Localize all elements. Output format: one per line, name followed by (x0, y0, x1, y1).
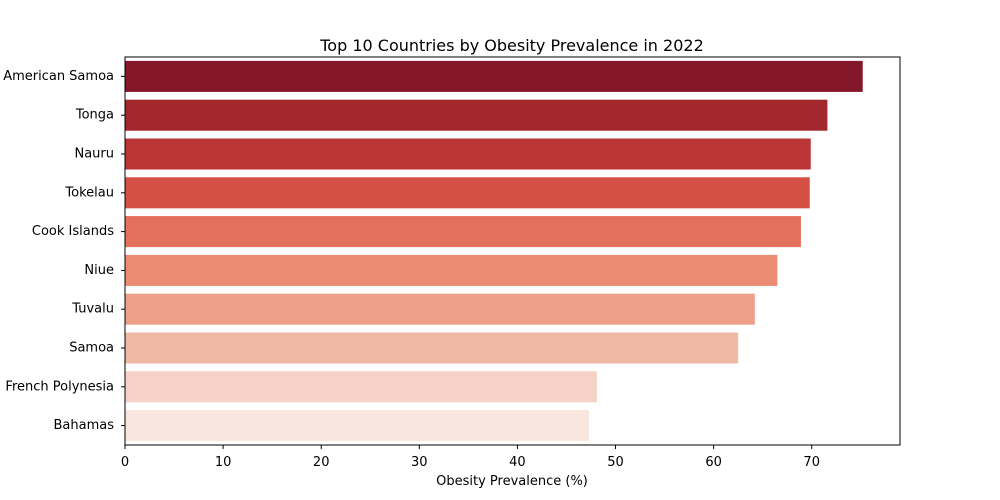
y-tick-label: Cook Islands (32, 224, 114, 239)
y-tick-label: French Polynesia (5, 379, 114, 394)
x-tick-label: 40 (509, 455, 526, 470)
y-tick-label: Tuvalu (71, 302, 114, 317)
y-tick-label: Bahamas (54, 418, 115, 433)
y-tick-label: Nauru (74, 147, 114, 162)
bar-bahamas (125, 410, 590, 442)
bar-tuvalu (125, 293, 755, 325)
x-tick-label: 0 (121, 455, 129, 470)
plot-frame (124, 56, 901, 446)
bar-niue (125, 254, 778, 286)
bars-group (125, 60, 863, 442)
bar-tonga (125, 99, 828, 131)
x-tick-label: 10 (215, 455, 232, 470)
x-axis-label: Obesity Prevalence (%) (436, 474, 588, 489)
bar-tokelau (125, 177, 810, 209)
y-tick-label: Tonga (75, 108, 114, 123)
bar-american-samoa (125, 60, 863, 92)
x-tick-label: 60 (705, 455, 722, 470)
x-axis-ticks: 0 10 20 30 40 50 60 70 (121, 445, 820, 470)
chart-title: Top 10 Countries by Obesity Prevalence i… (319, 36, 704, 55)
y-tick-label: American Samoa (3, 69, 114, 84)
x-tick-label: 20 (313, 455, 330, 470)
bar-samoa (125, 332, 739, 364)
x-tick-label: 70 (803, 455, 820, 470)
x-tick-label: 50 (607, 455, 624, 470)
y-tick-label: Niue (84, 263, 114, 278)
bar-cook-islands (125, 216, 801, 248)
y-tick-label: Samoa (69, 341, 114, 356)
y-axis-ticks: American Samoa Tonga Nauru Tokelau Cook Isla… (3, 69, 125, 433)
bar-nauru (125, 138, 811, 170)
x-tick-label: 30 (411, 455, 428, 470)
y-tick-label: Tokelau (64, 185, 114, 200)
bar-french-polynesia (125, 371, 597, 403)
